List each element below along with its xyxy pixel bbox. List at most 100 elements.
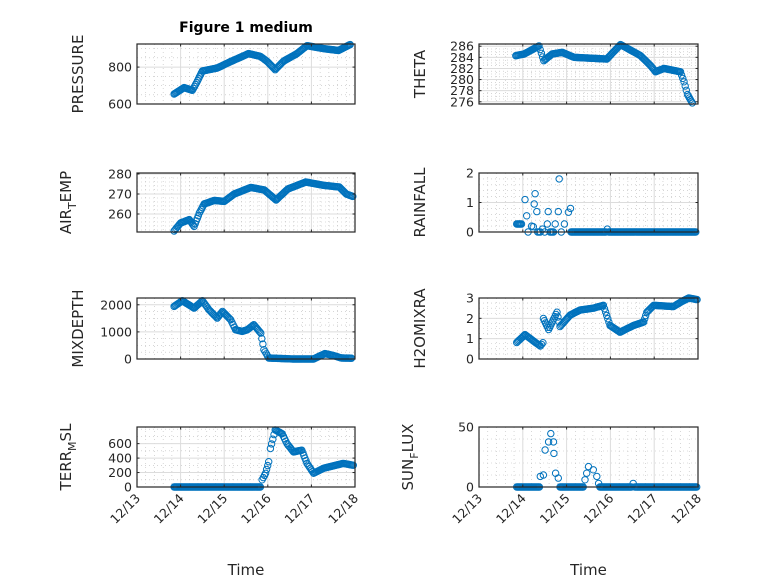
axes-box <box>136 426 356 488</box>
x-tick-label: 12/15 <box>537 491 573 527</box>
y-axis-label-part: MIXDEPTH <box>69 289 87 367</box>
axes-box <box>136 43 356 105</box>
data-point-marker <box>189 84 198 93</box>
data-point-marker <box>688 99 696 107</box>
data-point-marker <box>554 474 562 482</box>
y-axis-label-part: LUX <box>399 424 417 453</box>
data-series <box>170 40 354 98</box>
data-point-marker <box>248 322 256 331</box>
y-axis-label-part: RAINFALL <box>411 167 429 238</box>
y-tick-label: 286 <box>450 39 474 54</box>
y-axis-label-part: H2OMIXRA <box>411 288 429 369</box>
data-point-marker <box>266 444 275 453</box>
y-tick-label: 400 <box>108 451 132 466</box>
data-point-marker <box>641 315 649 323</box>
data-point-marker <box>539 471 548 479</box>
y-axis-label-part: SL <box>57 423 75 442</box>
data-point-marker <box>603 311 611 320</box>
x-tick-label: 12/13 <box>449 491 485 527</box>
data-point-marker <box>599 301 608 309</box>
data-point-marker <box>693 295 701 304</box>
x-tick-label: 12/15 <box>194 491 230 527</box>
y-axis-label-subscript: M <box>66 441 79 451</box>
data-point-marker <box>531 190 539 198</box>
data-point-marker <box>256 328 264 336</box>
x-tick-label: 12/16 <box>580 490 616 526</box>
data-point-marker <box>269 435 277 443</box>
data-point-marker <box>589 466 597 474</box>
data-point-marker <box>604 315 612 323</box>
data-point-marker <box>544 207 552 216</box>
x-tick-label: 12/14 <box>493 490 529 526</box>
subplot-mixdepth: 0 1000 2000 MIXDEPTH <box>69 289 356 368</box>
data-point-marker <box>550 449 558 458</box>
data-point-marker <box>264 461 272 470</box>
data-point-marker <box>517 220 526 228</box>
y-axis-label: AIRTEMP <box>57 171 79 234</box>
data-point-marker <box>529 223 537 231</box>
y-tick-label: 0 <box>466 352 474 367</box>
data-point-marker <box>257 329 265 337</box>
data-point-marker <box>255 327 263 335</box>
plot-area <box>137 427 355 487</box>
y-axis-label: TERRMSL <box>57 423 79 492</box>
y-axis-label-part: SUN <box>399 459 417 491</box>
data-point-marker <box>523 212 531 220</box>
y-tick-label: 50 <box>458 420 474 435</box>
subplot-rainfall: 0 1 2 RAINFALL <box>411 166 700 240</box>
y-tick-label: 1000 <box>100 324 132 339</box>
y-tick-label: 284 <box>450 50 474 65</box>
chart-title: Figure 1 medium <box>179 20 313 36</box>
data-point-marker <box>553 308 561 316</box>
data-point-marker <box>566 204 575 213</box>
axes-box <box>136 172 356 233</box>
subplot-airtemp: 260 270 280 AIRTEMP <box>57 167 357 235</box>
y-tick-label: 0 <box>466 480 474 495</box>
data-point-marker <box>554 313 562 321</box>
subplot-sunflux: 0 50 SUNFLUX 12/13 12/14 12/15 12/16 12/17 12/18… <box>399 420 704 580</box>
data-point-marker <box>551 220 559 228</box>
y-axis-label: RAINFALL <box>411 167 429 238</box>
plot-area <box>479 427 698 487</box>
y-tick-label: 2 <box>466 311 474 326</box>
y-tick-label: 1 <box>466 195 474 210</box>
data-point-marker <box>640 318 648 326</box>
y-axis-label: MIXDEPTH <box>69 289 87 367</box>
data-point-marker <box>581 476 589 484</box>
data-point-marker <box>679 74 687 83</box>
data-point-marker <box>349 192 357 201</box>
y-tick-label: 2000 <box>100 297 132 312</box>
x-tick-label: 12/16 <box>238 490 274 526</box>
data-point-marker <box>530 200 538 208</box>
y-axis-label-part: PRESSURE <box>69 35 87 114</box>
y-tick-label: 600 <box>108 97 132 112</box>
data-point-marker <box>521 195 529 204</box>
y-axis-label-part: THETA <box>411 49 429 99</box>
data-point-marker <box>188 303 196 311</box>
y-tick-label: 282 <box>450 61 474 76</box>
y-tick-label: 200 <box>108 465 132 480</box>
data-point-marker <box>211 312 219 320</box>
data-point-marker <box>539 339 547 347</box>
data-point-marker <box>560 220 569 228</box>
axes-box <box>478 426 699 488</box>
y-tick-label: 600 <box>108 436 132 451</box>
data-point-marker <box>261 348 269 356</box>
data-point-marker <box>267 440 276 448</box>
data-series <box>170 426 357 491</box>
x-tick-label: 12/17 <box>624 491 660 527</box>
axes-box <box>136 297 356 360</box>
y-tick-label: 270 <box>108 187 132 202</box>
data-point-marker <box>537 49 546 57</box>
y-axis-label-part: AIR <box>57 209 75 234</box>
data-point-marker <box>600 305 609 313</box>
x-tick-label: 12/18 <box>325 490 361 526</box>
x-tick-label: 12/14 <box>151 490 187 526</box>
data-point-marker <box>547 429 555 438</box>
y-axis-label: H2OMIXRA <box>411 288 429 369</box>
x-tick-label: 12/17 <box>281 491 317 527</box>
y-axis-label-part: EMP <box>57 171 75 202</box>
data-point-marker <box>270 64 278 73</box>
